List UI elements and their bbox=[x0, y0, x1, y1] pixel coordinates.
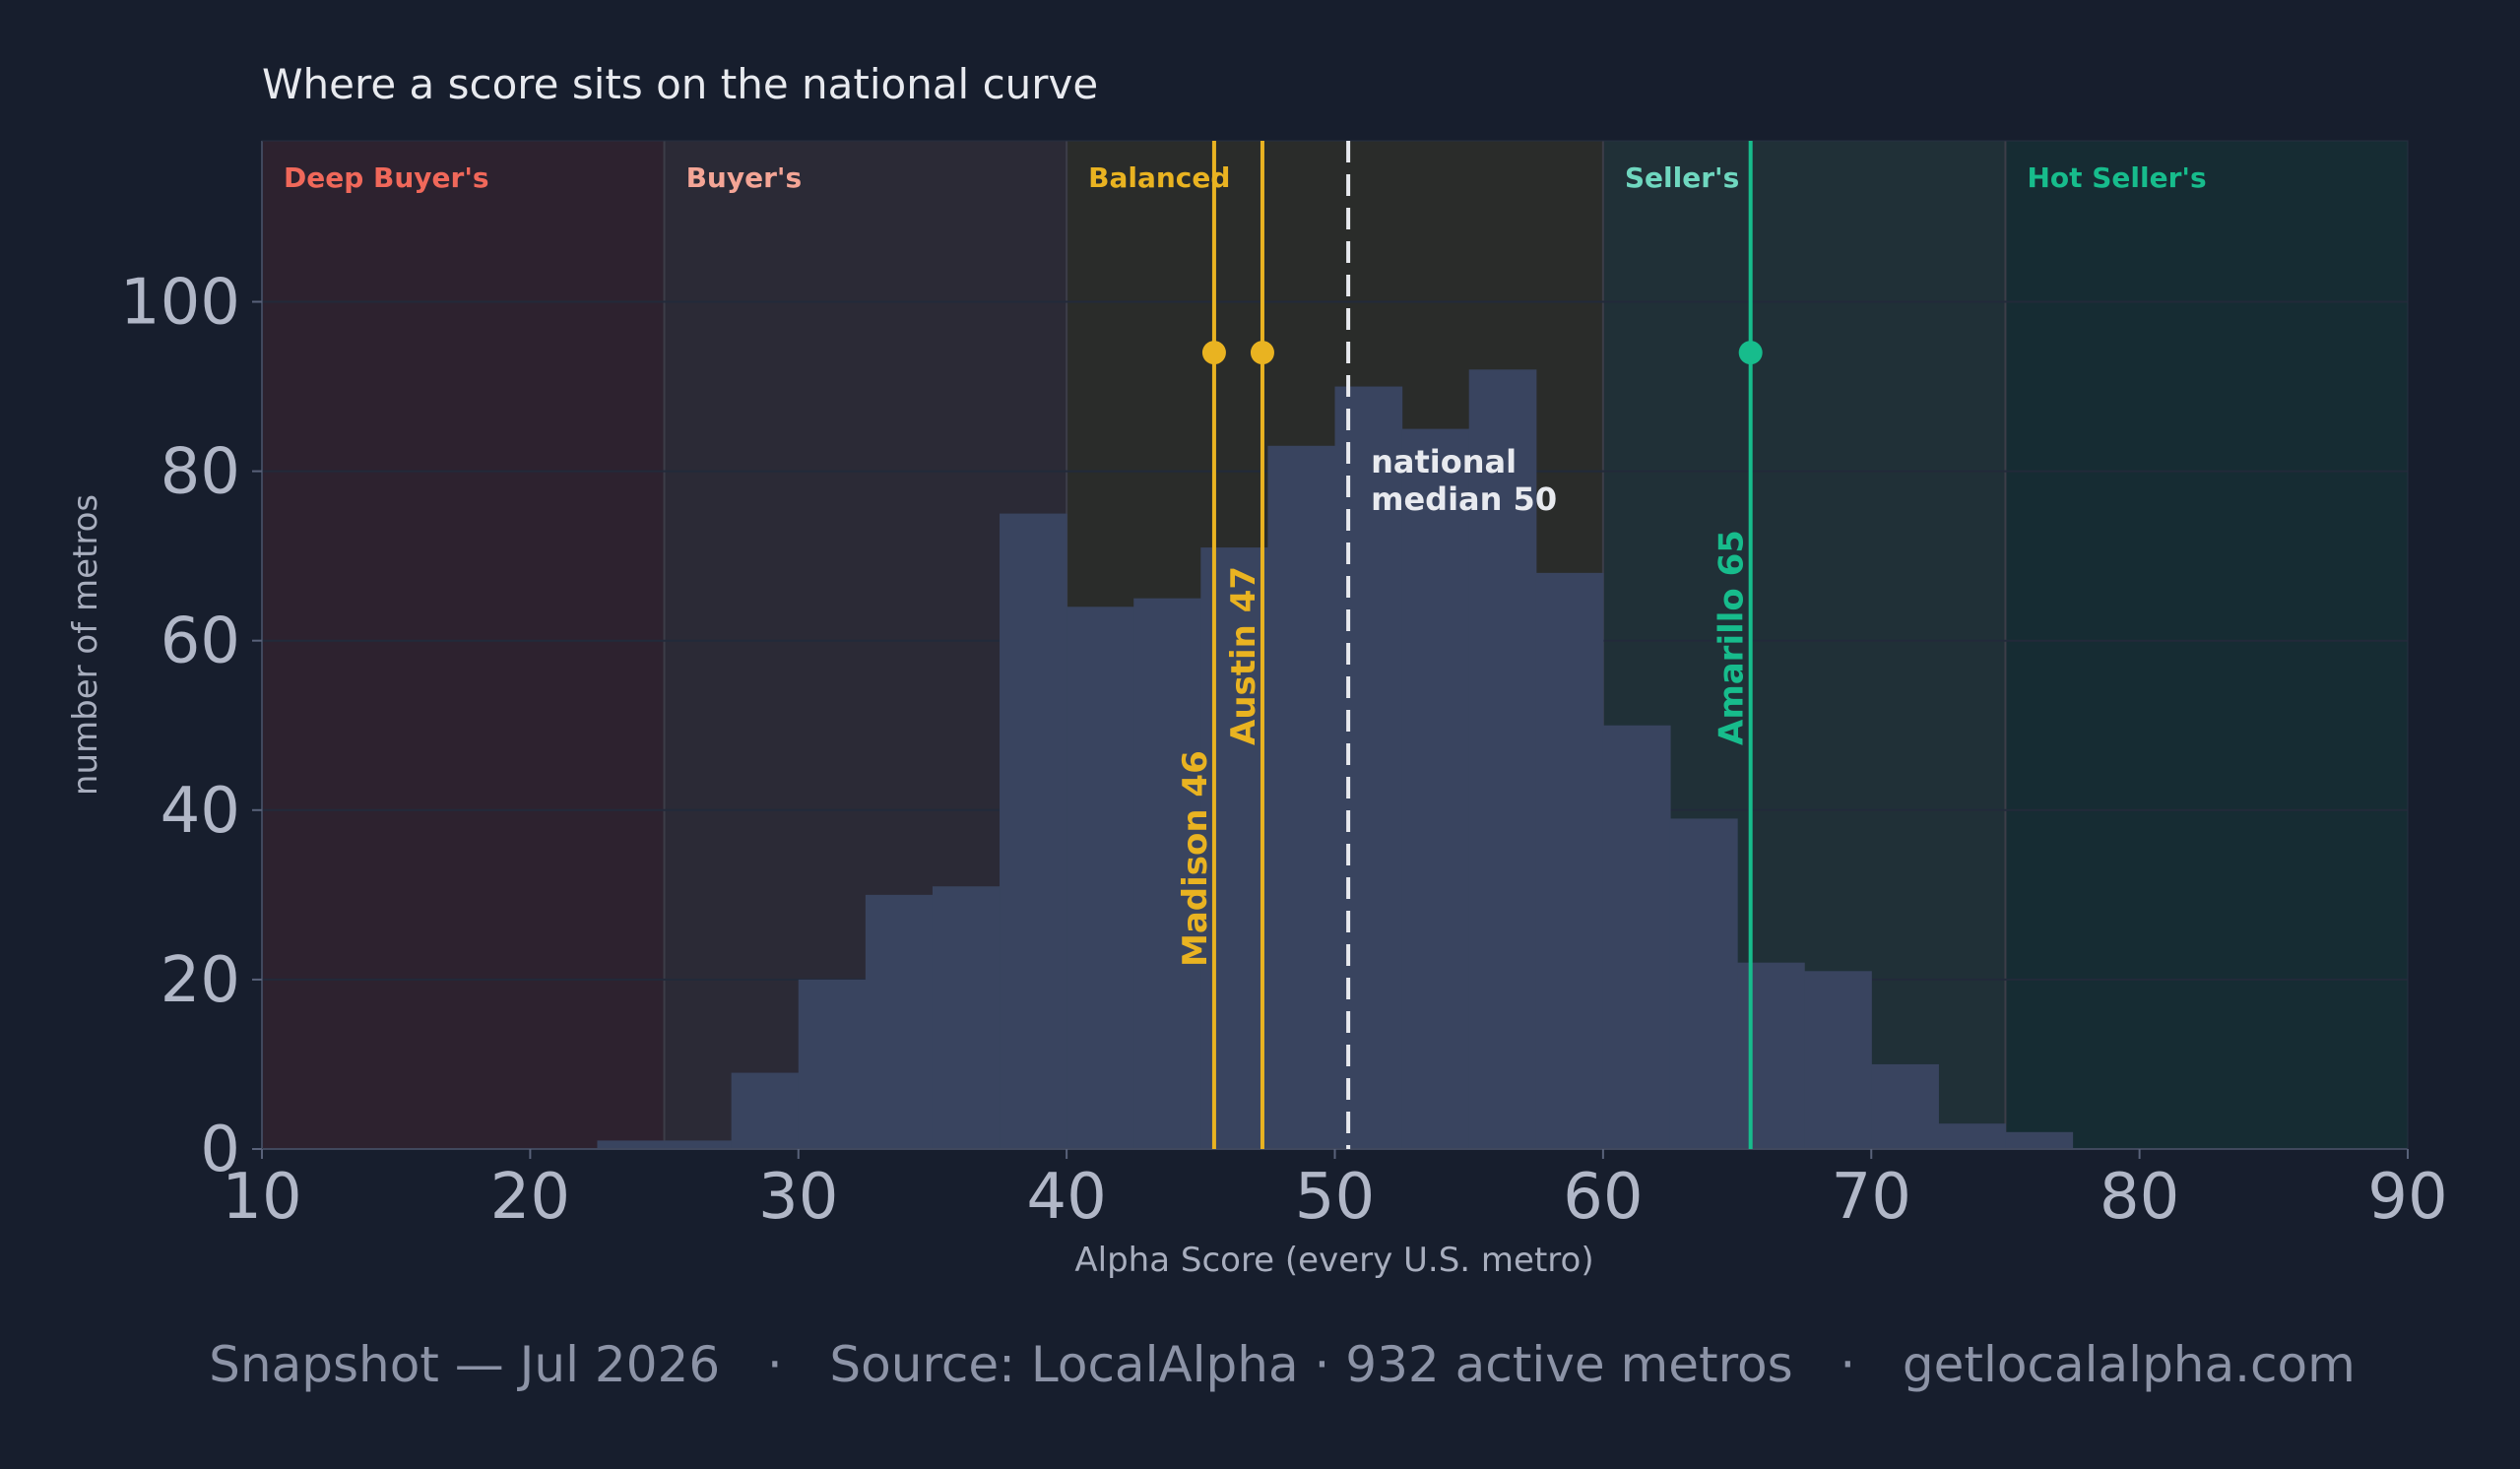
histogram-bar-0 bbox=[597, 1140, 666, 1149]
x-tick-label-5: 60 bbox=[1563, 1161, 1643, 1234]
zone-label-2: Balanced bbox=[1088, 161, 1230, 194]
histogram-bar-19 bbox=[1871, 1063, 1939, 1149]
y-tick-label-3: 60 bbox=[161, 606, 240, 678]
histogram-bar-15 bbox=[1602, 725, 1671, 1149]
chart-title: Where a score sits on the national curve bbox=[262, 60, 1098, 108]
histogram-bar-1 bbox=[664, 1140, 733, 1149]
footer-text: Snapshot — Jul 2026 · Source: LocalAlpha… bbox=[209, 1336, 2356, 1393]
histogram-bar-12 bbox=[1401, 428, 1470, 1150]
histogram-bar-13 bbox=[1468, 369, 1537, 1149]
histogram-bar-2 bbox=[731, 1072, 800, 1149]
x-tick-label-2: 30 bbox=[758, 1161, 838, 1234]
marker-dot-austin bbox=[1250, 341, 1274, 365]
x-tick-label-4: 50 bbox=[1295, 1161, 1375, 1234]
median-label-line2: median 50 bbox=[1371, 480, 1557, 518]
histogram-bars bbox=[597, 369, 2074, 1150]
y-tick-label-2: 40 bbox=[161, 775, 240, 848]
y-tick-label-1: 20 bbox=[161, 944, 240, 1017]
x-tick-label-0: 10 bbox=[222, 1161, 301, 1234]
x-tick-label-7: 80 bbox=[2100, 1161, 2179, 1234]
x-tick-label-8: 90 bbox=[2367, 1161, 2447, 1234]
histogram-bar-20 bbox=[1938, 1123, 2007, 1149]
x-tick-label-6: 70 bbox=[1832, 1161, 1911, 1234]
zone-band-4 bbox=[2005, 141, 2408, 1149]
y-tick-label-0: 0 bbox=[200, 1114, 240, 1186]
histogram-bar-8 bbox=[1133, 598, 1201, 1149]
chart-labels: Where a score sits on the national curve… bbox=[66, 60, 2356, 1393]
y-tick-label-4: 80 bbox=[161, 436, 240, 509]
zone-label-0: Deep Buyer's bbox=[284, 161, 489, 194]
zone-label-3: Seller's bbox=[1625, 161, 1739, 194]
histogram-bar-17 bbox=[1737, 962, 1805, 1149]
zone-label-4: Hot Seller's bbox=[2027, 161, 2206, 194]
marker-label-amarillo: Amarillo 65 bbox=[1712, 530, 1752, 745]
x-tick-label-3: 40 bbox=[1026, 1161, 1106, 1234]
marker-label-madison: Madison 46 bbox=[1176, 750, 1215, 967]
marker-dot-amarillo bbox=[1738, 341, 1763, 365]
histogram-bar-18 bbox=[1804, 971, 1872, 1149]
zone-label-1: Buyer's bbox=[686, 161, 803, 194]
histogram-bar-11 bbox=[1334, 386, 1403, 1149]
median-label-line1: national bbox=[1371, 443, 1517, 480]
zone-band-0 bbox=[262, 141, 665, 1149]
marker-label-austin: Austin 47 bbox=[1224, 566, 1263, 745]
x-tick-label-1: 20 bbox=[490, 1161, 570, 1234]
histogram-bar-10 bbox=[1267, 445, 1336, 1150]
y-axis-label: number of metros bbox=[66, 494, 105, 796]
histogram-bar-7 bbox=[1066, 607, 1134, 1149]
x-axis-label: Alpha Score (every U.S. metro) bbox=[1074, 1241, 1593, 1280]
marker-dot-madison bbox=[1201, 341, 1226, 365]
histogram-bar-6 bbox=[1000, 513, 1067, 1149]
histogram-bar-14 bbox=[1535, 572, 1604, 1149]
histogram-bar-5 bbox=[932, 886, 1001, 1149]
histogram-bar-4 bbox=[865, 894, 934, 1149]
y-tick-label-5: 100 bbox=[120, 266, 240, 339]
axes: 10 20 30 40 50 60 70 80 90 0 20 40 60 80 100 bbox=[120, 140, 2448, 1234]
histogram-bar-9 bbox=[1200, 547, 1269, 1149]
histogram-bar-3 bbox=[798, 979, 867, 1149]
histogram-bar-16 bbox=[1669, 818, 1738, 1149]
histogram-bar-21 bbox=[2005, 1131, 2074, 1149]
